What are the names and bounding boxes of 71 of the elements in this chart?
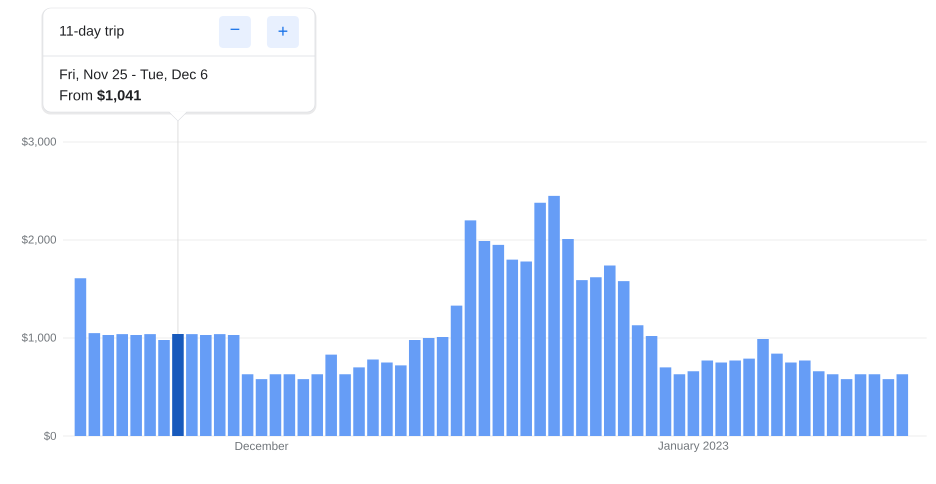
bar	[144, 334, 156, 436]
bar	[799, 360, 811, 436]
bar	[785, 362, 797, 436]
bar	[311, 374, 324, 436]
bar	[757, 338, 769, 436]
bar	[548, 196, 560, 436]
bar	[200, 335, 212, 436]
bar	[812, 371, 825, 436]
bar	[436, 337, 448, 436]
bar	[172, 334, 184, 436]
bar	[729, 360, 741, 436]
bar	[284, 374, 296, 436]
y-tick-label: $2,000	[22, 235, 56, 245]
bar	[158, 340, 170, 436]
bar	[270, 374, 282, 436]
bar	[702, 360, 714, 436]
bar	[88, 333, 100, 436]
bar	[74, 278, 86, 436]
bar	[576, 280, 588, 436]
bar	[325, 354, 337, 436]
bar	[826, 374, 838, 436]
bar	[186, 334, 198, 436]
bar	[604, 265, 616, 436]
bar	[688, 371, 700, 436]
bar	[882, 379, 894, 436]
bar	[492, 244, 504, 436]
text: +	[278, 26, 288, 36]
text: −	[230, 28, 240, 30]
bar	[674, 374, 686, 436]
bar	[632, 325, 644, 436]
bar	[520, 262, 532, 436]
bar	[715, 362, 727, 436]
y-tick-label: $1,000	[22, 333, 56, 343]
bar	[408, 340, 421, 436]
bar	[298, 379, 310, 436]
bar	[618, 281, 630, 436]
bar	[868, 374, 880, 436]
text: Fri, Nov 25 - Tue, Dec 6	[60, 69, 208, 81]
text: From $1,041	[60, 89, 141, 102]
bar	[422, 338, 434, 436]
bar	[562, 239, 574, 436]
bar	[395, 365, 407, 436]
bar	[771, 354, 783, 436]
bar	[590, 277, 602, 436]
bar	[660, 367, 672, 436]
bar	[339, 374, 351, 436]
bar	[646, 336, 658, 436]
y-tick-label: $3,000	[22, 137, 56, 147]
bar	[116, 334, 128, 436]
bar	[130, 335, 142, 436]
bar	[534, 202, 546, 436]
bar	[381, 362, 393, 436]
bar	[214, 334, 226, 436]
bar	[256, 379, 268, 436]
x-tick-label: January 2023	[658, 442, 728, 452]
bar	[854, 374, 866, 436]
bar	[450, 306, 462, 436]
bar	[228, 335, 240, 436]
bar	[743, 358, 755, 436]
text: 11-day trip	[60, 25, 124, 39]
y-tick-label: $0	[44, 431, 56, 441]
bar	[464, 220, 476, 436]
x-tick-label: December	[235, 442, 288, 450]
bar	[367, 360, 379, 436]
bar	[353, 367, 365, 436]
bar	[242, 374, 254, 436]
bar	[840, 379, 852, 436]
bar	[478, 240, 490, 436]
bar	[102, 335, 114, 436]
bar	[506, 260, 518, 436]
bar	[896, 374, 908, 436]
